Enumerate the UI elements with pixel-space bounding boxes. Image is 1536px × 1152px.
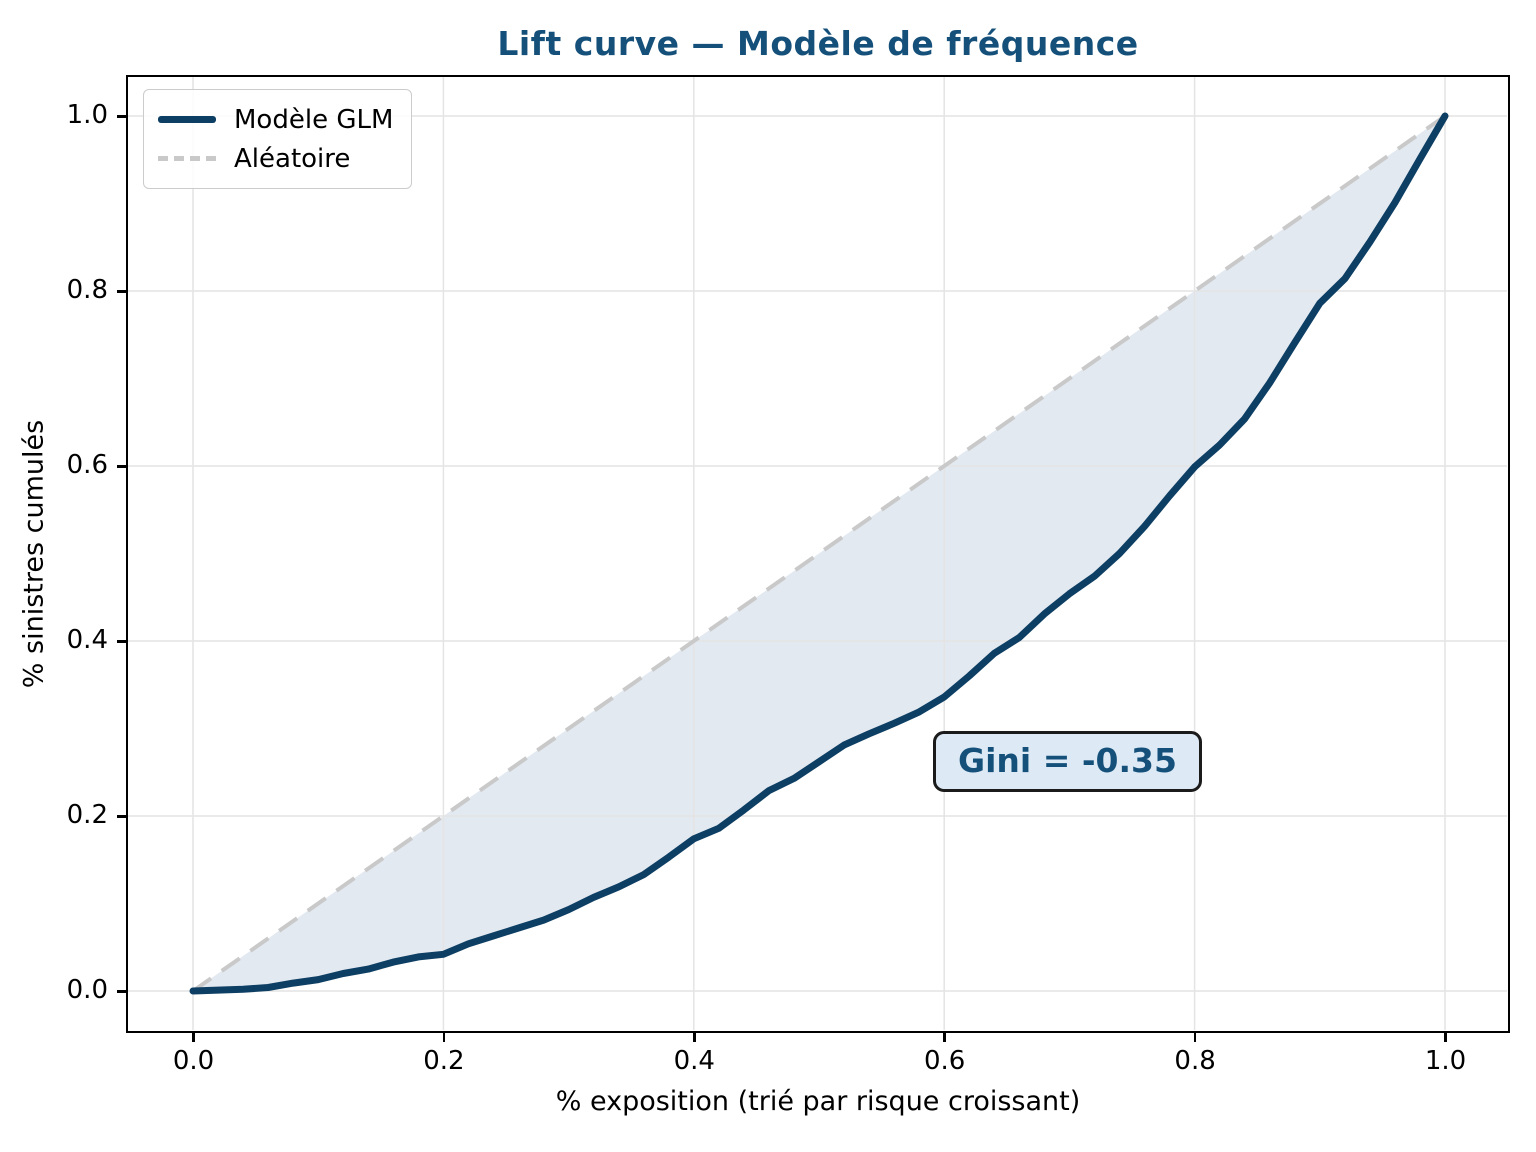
legend-item-glm: Modèle GLM xyxy=(158,100,393,139)
x-tick-mark xyxy=(693,1033,696,1042)
x-tick-mark xyxy=(943,1033,946,1042)
fill-between-region xyxy=(193,116,1445,991)
x-tick-label: 0.4 xyxy=(673,1046,715,1076)
y-tick-mark xyxy=(117,465,126,468)
y-tick-mark xyxy=(117,640,126,643)
y-tick-mark xyxy=(117,990,126,993)
chart-canvas xyxy=(128,77,1507,1030)
random-line-swatch xyxy=(158,156,216,161)
y-tick-label: 0.0 xyxy=(66,974,108,1005)
chart-title: Lift curve — Modèle de fréquence xyxy=(497,24,1139,63)
x-tick-mark xyxy=(192,1033,195,1042)
gini-annotation: Gini = -0.35 xyxy=(933,731,1202,792)
random-baseline-line xyxy=(191,114,1447,993)
y-tick-label: 0.4 xyxy=(66,624,108,655)
x-tick-label: 0.0 xyxy=(172,1046,215,1076)
y-tick-label: 0.8 xyxy=(66,274,108,305)
x-tick-label: 1.0 xyxy=(1424,1046,1467,1076)
glm-line-swatch xyxy=(158,116,216,123)
x-tick-label: 0.6 xyxy=(924,1046,966,1076)
y-tick-mark xyxy=(117,815,126,818)
x-tick-label: 0.2 xyxy=(423,1046,465,1076)
glm-curve-line xyxy=(189,112,1449,995)
legend-item-random: Aléatoire xyxy=(158,139,393,178)
y-tick-label: 0.2 xyxy=(66,799,108,830)
plot-area xyxy=(126,75,1510,1033)
x-tick-mark xyxy=(1444,1033,1447,1042)
y-axis-label: % sinistres cumulés xyxy=(18,419,50,689)
x-tick-mark xyxy=(1193,1033,1197,1042)
legend-label-random: Aléatoire xyxy=(234,143,351,174)
x-axis-label: % exposition (trié par risque croissant) xyxy=(555,1086,1081,1117)
x-tick-mark xyxy=(442,1033,446,1042)
x-tick-label: 0.8 xyxy=(1174,1046,1216,1076)
legend: Modèle GLM Aléatoire xyxy=(143,89,413,189)
y-tick-label: 1.0 xyxy=(66,99,108,130)
y-tick-label: 0.6 xyxy=(66,449,108,480)
legend-label-glm: Modèle GLM xyxy=(234,104,394,135)
y-tick-mark xyxy=(117,115,126,118)
y-tick-mark xyxy=(117,290,126,293)
